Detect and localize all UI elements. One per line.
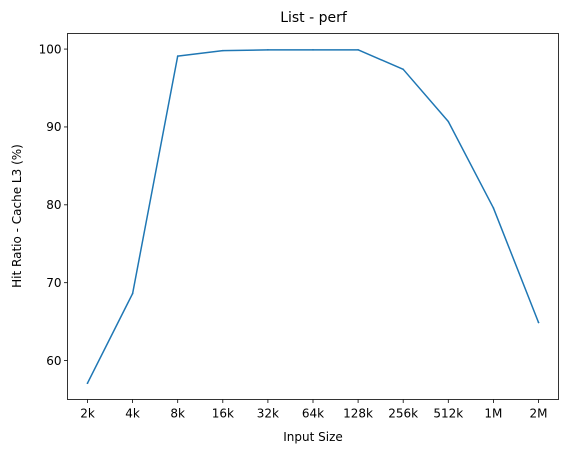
data-point: [222, 49, 224, 52]
data-point: [86, 382, 89, 384]
data-point: [131, 292, 134, 295]
data-point: [447, 120, 450, 123]
x-axis: 2k 4k 8k 16k 32k 64k 128k 256k 512k 1M 2M: [80, 399, 548, 421]
chart-title: List - perf: [280, 10, 348, 26]
x-tick-label: 2M: [530, 407, 548, 421]
y-axis: 60 70 80 90 100: [39, 42, 68, 368]
x-axis-label: Input Size: [283, 430, 343, 444]
data-point: [402, 68, 405, 71]
y-tick-label: 80: [46, 198, 61, 212]
y-tick-label: 90: [46, 120, 61, 134]
axes-frame: [67, 33, 559, 400]
data-point: [357, 49, 359, 51]
y-tick-label: 70: [46, 276, 61, 290]
x-tick-label: 32k: [257, 407, 279, 421]
x-tick-label: 4k: [125, 407, 140, 421]
y-tick-label: 60: [46, 354, 61, 368]
x-tick-label: 256k: [388, 407, 418, 421]
plot-area: [86, 49, 540, 385]
x-tick-label: 2k: [80, 407, 95, 421]
data-point: [267, 49, 269, 51]
data-point: [176, 55, 179, 57]
x-tick-label: 128k: [343, 407, 373, 421]
x-tick-label: 512k: [433, 407, 463, 421]
data-point: [492, 207, 495, 209]
data-point: [312, 49, 314, 51]
x-tick-label: 16k: [212, 407, 234, 421]
y-tick-label: 100: [39, 42, 62, 56]
x-tick-label: 1M: [484, 407, 502, 421]
series-line: [86, 49, 540, 385]
y-axis-label: Hit Ratio - Cache L3 (%): [10, 144, 24, 288]
x-tick-label: 64k: [302, 407, 324, 421]
data-point: [537, 321, 540, 324]
x-tick-label: 8k: [170, 407, 185, 421]
